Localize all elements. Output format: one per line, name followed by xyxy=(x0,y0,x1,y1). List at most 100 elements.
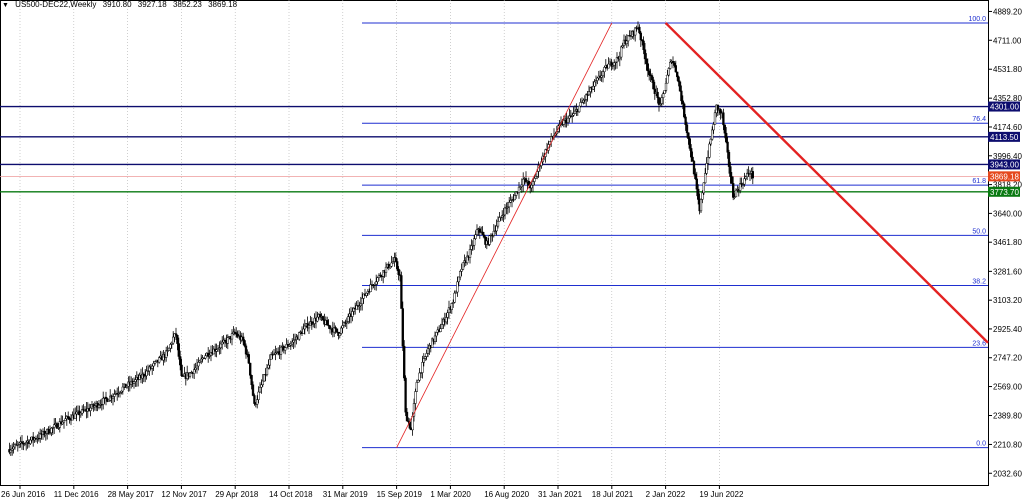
candle-body xyxy=(404,377,407,413)
candle-body xyxy=(722,112,725,126)
candle-body xyxy=(316,316,319,322)
candle-body xyxy=(513,195,516,201)
candle-body xyxy=(198,360,201,363)
candle-body xyxy=(683,103,686,118)
x-tick-label: 11 Dec 2016 xyxy=(54,490,99,499)
candle-body xyxy=(333,327,336,333)
candle-body xyxy=(263,374,266,382)
candle-body xyxy=(400,275,403,309)
y-tick-label: 3461.80 xyxy=(993,238,1022,247)
candle-body xyxy=(250,375,253,386)
candle-body xyxy=(335,328,339,333)
candle-body xyxy=(20,441,24,444)
x-tick-label: 16 Aug 2020 xyxy=(484,490,529,499)
candle-body xyxy=(218,347,221,349)
candle-body xyxy=(527,180,530,186)
candle-body xyxy=(223,339,227,342)
candle-body xyxy=(57,427,60,429)
open-value: 3910.80 xyxy=(102,0,132,9)
candle-body xyxy=(195,365,199,369)
candle-body xyxy=(179,356,182,366)
candle-body xyxy=(321,316,325,321)
candle-body xyxy=(347,316,350,322)
candle-body xyxy=(501,215,504,218)
candle-body xyxy=(376,277,379,282)
candle-body xyxy=(627,35,630,42)
candle-body xyxy=(685,124,689,134)
x-tick-label: 2 Jan 2022 xyxy=(646,490,686,499)
candle-body xyxy=(221,341,224,345)
candle-body xyxy=(494,230,497,232)
candle-body xyxy=(307,325,311,329)
candle-body xyxy=(692,161,696,175)
candle-body xyxy=(375,281,378,285)
x-tick-label: 18 Jul 2021 xyxy=(592,490,634,499)
candle-body xyxy=(611,65,614,67)
candle-body xyxy=(498,217,501,222)
candle-body xyxy=(456,281,459,293)
candle-body xyxy=(417,379,420,383)
candle-body xyxy=(226,337,229,344)
price-tag-box xyxy=(988,159,1020,170)
candle-body xyxy=(358,305,361,307)
dropdown-triangle-icon[interactable]: ▼ xyxy=(2,2,9,9)
candle-body xyxy=(641,39,644,42)
x-tick-label: 1 Mar 2020 xyxy=(430,490,471,499)
candle-body xyxy=(47,428,50,434)
candle-body xyxy=(649,74,652,76)
candle-body xyxy=(153,361,157,364)
candle-body xyxy=(646,63,649,72)
candle-body xyxy=(407,420,410,423)
candle-body xyxy=(669,61,672,69)
candle-body xyxy=(614,61,617,64)
low-value: 3852.23 xyxy=(172,0,202,9)
y-tick-label: 2389.80 xyxy=(993,412,1022,421)
candle-body xyxy=(68,417,71,420)
candle-body xyxy=(362,293,365,299)
price-tag-box xyxy=(988,131,1020,142)
candle-body xyxy=(650,75,654,81)
y-tick-label: 2747.20 xyxy=(993,354,1022,363)
candle-body xyxy=(236,333,239,337)
candle-body xyxy=(450,303,453,310)
candle-body xyxy=(298,332,301,340)
candle-body xyxy=(345,321,348,323)
candle-body xyxy=(492,230,495,236)
candle-body xyxy=(470,245,473,250)
candle-body xyxy=(93,405,96,408)
candle-body xyxy=(89,407,92,411)
candle-body xyxy=(75,411,78,415)
candle-body xyxy=(739,183,742,191)
fib-level-label: 100.0 xyxy=(968,16,986,23)
candle-body xyxy=(687,132,690,139)
candle-body xyxy=(194,367,197,370)
candle-body xyxy=(382,270,385,277)
candle-body xyxy=(272,353,276,356)
candle-body xyxy=(415,382,418,392)
candle-body xyxy=(534,176,537,179)
candle-body xyxy=(319,314,322,318)
candle-body xyxy=(681,100,684,105)
candle-body xyxy=(412,403,416,417)
candle-body xyxy=(390,262,393,267)
candle-body xyxy=(249,362,252,376)
candle-body xyxy=(621,45,624,48)
candle-body xyxy=(243,340,246,347)
candle-body xyxy=(334,327,337,330)
candle-body xyxy=(158,357,161,363)
candle-body xyxy=(44,433,47,436)
candle-body xyxy=(419,372,423,374)
candle-body xyxy=(104,396,108,399)
candle-body xyxy=(705,163,708,174)
candle-body xyxy=(572,113,575,116)
candle-body xyxy=(421,362,424,373)
y-tick-label: 2925.40 xyxy=(993,325,1022,334)
candle-body xyxy=(414,391,417,404)
candle-body xyxy=(169,344,172,349)
candle-body xyxy=(422,358,425,363)
candle-body xyxy=(730,176,733,184)
candle-body xyxy=(478,228,481,233)
candle-body xyxy=(482,234,486,238)
candle-body xyxy=(394,257,397,262)
